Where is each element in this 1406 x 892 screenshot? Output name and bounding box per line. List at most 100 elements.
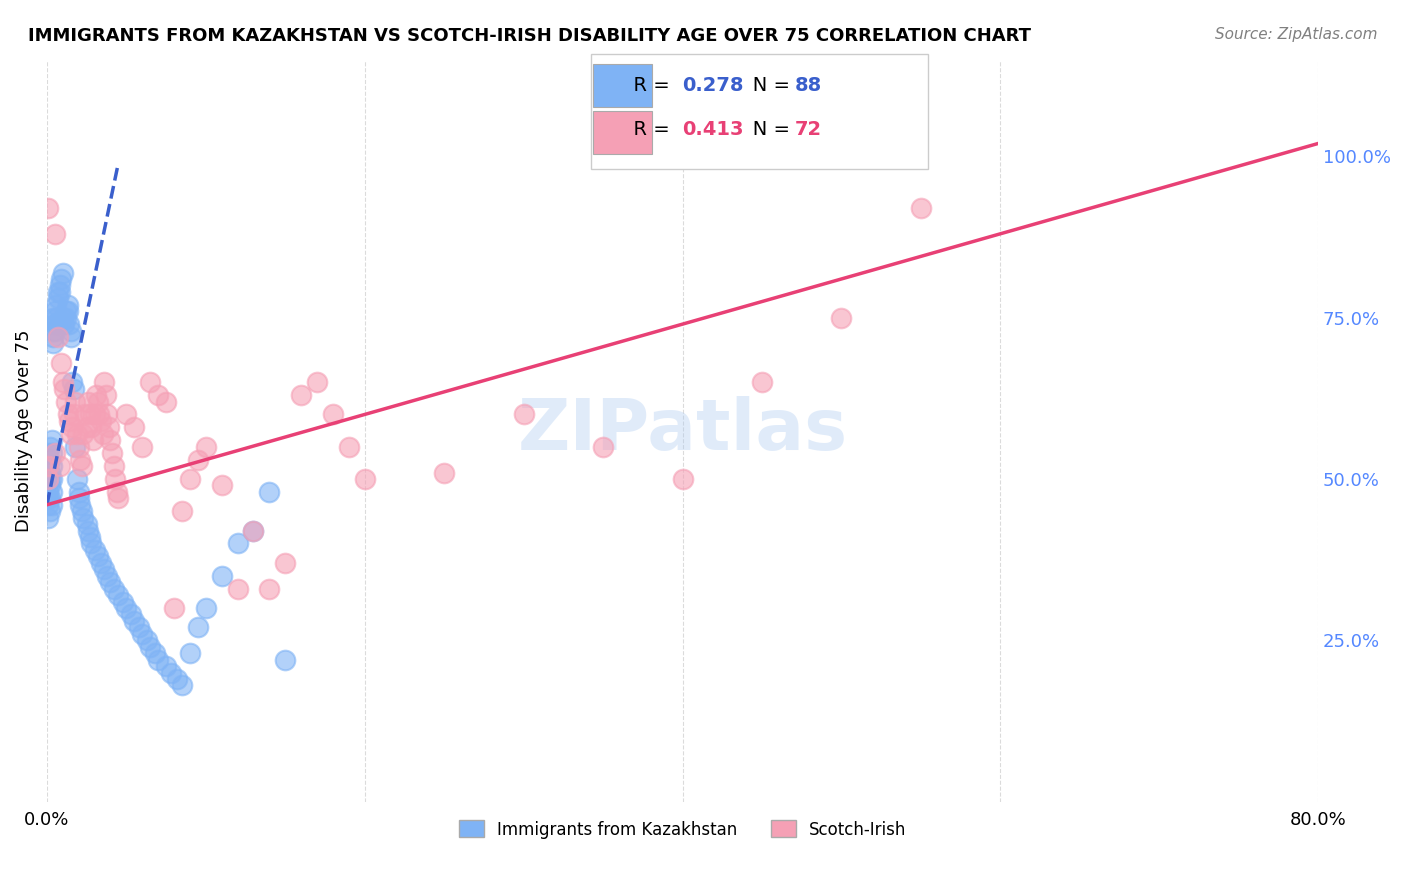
Point bbox=[44, 304, 66, 318]
Point bbox=[67, 440, 90, 454]
Point bbox=[90, 556, 112, 570]
Point bbox=[41, 434, 63, 448]
Point bbox=[55, 310, 77, 325]
Point bbox=[41, 472, 63, 486]
Point bbox=[305, 375, 328, 389]
Point bbox=[58, 317, 80, 331]
Point bbox=[163, 601, 186, 615]
Point bbox=[87, 549, 110, 564]
Point bbox=[94, 388, 117, 402]
Point bbox=[55, 304, 77, 318]
Point bbox=[105, 484, 128, 499]
Point bbox=[70, 504, 93, 518]
Point bbox=[48, 459, 70, 474]
Point bbox=[128, 620, 150, 634]
Text: N =: N = bbox=[734, 120, 796, 139]
Point bbox=[139, 640, 162, 654]
Point bbox=[226, 582, 249, 596]
Point bbox=[37, 491, 59, 506]
Point bbox=[76, 420, 98, 434]
Point bbox=[37, 446, 59, 460]
Point bbox=[42, 336, 65, 351]
Point bbox=[93, 562, 115, 576]
Text: 0.278: 0.278 bbox=[682, 76, 744, 95]
Point bbox=[67, 484, 90, 499]
Point bbox=[69, 452, 91, 467]
Point bbox=[60, 420, 83, 434]
Point bbox=[80, 536, 103, 550]
Text: N =: N = bbox=[734, 76, 796, 95]
Point bbox=[91, 426, 114, 441]
Point bbox=[52, 266, 75, 280]
Point bbox=[44, 317, 66, 331]
Point bbox=[45, 298, 67, 312]
Point bbox=[155, 659, 177, 673]
Point bbox=[83, 543, 105, 558]
Point bbox=[69, 498, 91, 512]
Point bbox=[45, 310, 67, 325]
Point bbox=[146, 652, 169, 666]
Y-axis label: Disability Age Over 75: Disability Age Over 75 bbox=[15, 329, 32, 532]
Point bbox=[53, 317, 76, 331]
Point bbox=[211, 568, 233, 582]
Point bbox=[84, 388, 107, 402]
Point bbox=[160, 665, 183, 680]
Point bbox=[51, 356, 73, 370]
Point bbox=[107, 491, 129, 506]
Point bbox=[83, 408, 105, 422]
Point bbox=[830, 310, 852, 325]
Point bbox=[42, 324, 65, 338]
Point bbox=[59, 330, 82, 344]
Point bbox=[82, 434, 104, 448]
Point bbox=[179, 472, 201, 486]
Point bbox=[124, 420, 146, 434]
Point bbox=[37, 472, 59, 486]
Text: 88: 88 bbox=[794, 76, 821, 95]
Point bbox=[93, 375, 115, 389]
Point bbox=[187, 452, 209, 467]
Point bbox=[80, 420, 103, 434]
Point bbox=[63, 382, 86, 396]
Point bbox=[89, 408, 111, 422]
Point bbox=[59, 426, 82, 441]
Point bbox=[131, 627, 153, 641]
Point bbox=[671, 472, 693, 486]
Point bbox=[46, 285, 69, 299]
Point bbox=[73, 408, 96, 422]
Point bbox=[100, 575, 122, 590]
Point bbox=[46, 330, 69, 344]
Point bbox=[55, 394, 77, 409]
Point bbox=[103, 459, 125, 474]
Point bbox=[65, 394, 87, 409]
Point bbox=[100, 434, 122, 448]
Point bbox=[242, 524, 264, 538]
Point bbox=[66, 472, 89, 486]
Point bbox=[115, 408, 138, 422]
Point bbox=[39, 491, 62, 506]
Point bbox=[56, 408, 79, 422]
Point bbox=[37, 484, 59, 499]
Point bbox=[48, 278, 70, 293]
Point bbox=[44, 446, 66, 460]
Text: 0.413: 0.413 bbox=[682, 120, 744, 139]
Point bbox=[259, 582, 281, 596]
Point bbox=[751, 375, 773, 389]
Point bbox=[41, 446, 63, 460]
Point bbox=[103, 582, 125, 596]
Point bbox=[72, 510, 94, 524]
Point bbox=[65, 440, 87, 454]
Point bbox=[59, 324, 82, 338]
Point bbox=[37, 459, 59, 474]
Point bbox=[112, 594, 135, 608]
Point bbox=[67, 491, 90, 506]
Point bbox=[41, 498, 63, 512]
Point bbox=[131, 440, 153, 454]
Point bbox=[63, 408, 86, 422]
Point bbox=[592, 440, 614, 454]
Point bbox=[44, 227, 66, 241]
Point bbox=[58, 414, 80, 428]
Point bbox=[60, 375, 83, 389]
Point bbox=[259, 484, 281, 499]
Point bbox=[337, 440, 360, 454]
Point bbox=[87, 394, 110, 409]
